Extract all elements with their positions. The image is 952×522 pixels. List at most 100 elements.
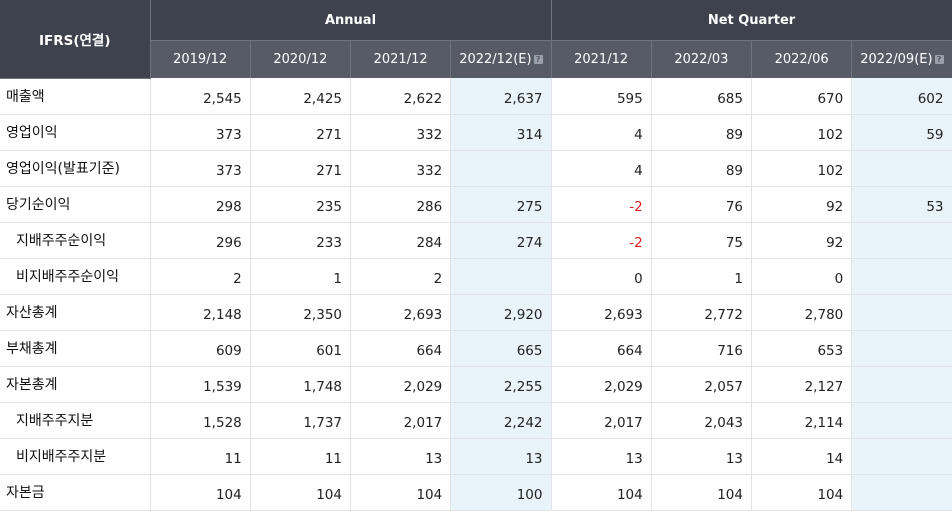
table-cell: 595 [551, 78, 652, 115]
table-cell: 14 [751, 438, 853, 475]
table-cell [851, 294, 952, 331]
table-cell: 2 [350, 258, 452, 295]
table-cell [450, 150, 552, 187]
table-cell: 104 [751, 474, 853, 511]
table-row: 자본금 104 104 104 100 104 104 104 [0, 474, 952, 511]
help-icon[interactable]: ? [533, 55, 543, 64]
table-row: 지배주주순이익 296 233 284 274 -2 75 92 [0, 222, 952, 259]
table-cell: 2,255 [450, 366, 552, 403]
table-cell: 716 [651, 330, 753, 367]
column-header-label: 2019/12 [173, 52, 228, 67]
table-cell: 373 [150, 114, 251, 151]
column-header: 2022/12(E)? [450, 40, 552, 78]
table-cell: 685 [651, 78, 753, 115]
table-cell: 2,772 [651, 294, 753, 331]
table-cell: 104 [150, 474, 251, 511]
table-cell: 2,043 [651, 402, 753, 439]
table-row: 지배주주지분 1,528 1,737 2,017 2,242 2,017 2,043 2,11… [0, 402, 952, 439]
table-cell: 59 [851, 114, 952, 151]
table-cell: 1,748 [250, 366, 352, 403]
table-cell: 104 [651, 474, 753, 511]
row-label: 비지배주주순이익 [0, 258, 151, 295]
table-cell: 2,637 [450, 78, 552, 115]
table-cell: 13 [651, 438, 753, 475]
table-cell: 271 [250, 150, 352, 187]
column-header: 2021/12 [551, 40, 652, 78]
table-cell: 89 [651, 150, 753, 187]
row-label: 당기순이익 [0, 186, 151, 223]
table-cell: 4 [551, 150, 652, 187]
table-cell: 664 [350, 330, 452, 367]
financial-summary-table: IFRS(연결) Annual Net Quarter 2019/12 2020/… [0, 0, 952, 511]
table-cell: 1,539 [150, 366, 251, 403]
table-cell [450, 258, 552, 295]
row-label: 자본총계 [0, 366, 151, 403]
table-cell [851, 258, 952, 295]
table-cell: 274 [450, 222, 552, 259]
column-header: 2022/06 [751, 40, 853, 78]
table-cell: 601 [250, 330, 352, 367]
table-row: 영업이익(발표기준) 373 271 332 4 89 102 [0, 150, 952, 187]
row-label: 자본금 [0, 474, 151, 511]
help-icon[interactable]: ? [934, 55, 944, 64]
table-cell: 298 [150, 186, 251, 223]
table-cell: 2,114 [751, 402, 853, 439]
table-cell: 2,057 [651, 366, 753, 403]
table-cell: 92 [751, 222, 853, 259]
table-cell: 602 [851, 78, 952, 115]
table-cell: 2,350 [250, 294, 352, 331]
table-cell: 2,920 [450, 294, 552, 331]
table-cell: 2,693 [350, 294, 452, 331]
row-label: 자산총계 [0, 294, 151, 331]
column-header-label: 2022/12(E) [459, 52, 532, 67]
table-row: 매출액 2,545 2,425 2,622 2,637 595 685 670 602 [0, 78, 952, 115]
table-cell: 100 [450, 474, 552, 511]
column-header-label: 2021/12 [373, 52, 428, 67]
table-cell [851, 330, 952, 367]
table-row: 부채총계 609 601 664 665 664 716 653 [0, 330, 952, 367]
table-cell: 1,528 [150, 402, 251, 439]
table-cell: 11 [150, 438, 251, 475]
column-header-label: 2020/12 [273, 52, 328, 67]
table-cell: 2,029 [350, 366, 452, 403]
column-header: 2019/12 [150, 40, 251, 78]
table-cell: 314 [450, 114, 552, 151]
table-cell: 11 [250, 438, 352, 475]
table-cell: 89 [651, 114, 753, 151]
table-cell: 102 [751, 150, 853, 187]
table-cell: 13 [551, 438, 652, 475]
table-cell: 2,622 [350, 78, 452, 115]
table-cell: 2,425 [250, 78, 352, 115]
table-cell: 102 [751, 114, 853, 151]
table-cell [851, 222, 952, 259]
table-cell: 2,127 [751, 366, 853, 403]
row-label: 영업이익(발표기준) [0, 150, 151, 187]
column-header: 2022/03 [651, 40, 753, 78]
table-cell: 1 [250, 258, 352, 295]
table-cell: -2 [551, 222, 652, 259]
table-cell [851, 150, 952, 187]
table-cell: 92 [751, 186, 853, 223]
table-cell: 2 [150, 258, 251, 295]
table-cell: 296 [150, 222, 251, 259]
table-cell: 2,029 [551, 366, 652, 403]
table-row: 자산총계 2,148 2,350 2,693 2,920 2,693 2,772 2,780 [0, 294, 952, 331]
table-cell: 609 [150, 330, 251, 367]
table-cell: 1 [651, 258, 753, 295]
column-header: 2022/09(E)? [851, 40, 952, 78]
table-cell: 235 [250, 186, 352, 223]
table-cell [851, 366, 952, 403]
table-cell: 53 [851, 186, 952, 223]
table-cell: 275 [450, 186, 552, 223]
column-header-label: 2022/03 [674, 52, 729, 67]
table-cell: 653 [751, 330, 853, 367]
table-row: 비지배주주순이익 2 1 2 0 1 0 [0, 258, 952, 295]
table-cell: 104 [350, 474, 452, 511]
table-cell: 2,148 [150, 294, 251, 331]
table-cell: 670 [751, 78, 853, 115]
table-cell: 104 [250, 474, 352, 511]
row-label: 지배주주순이익 [0, 222, 151, 259]
table-row: 영업이익 373 271 332 314 4 89 102 59 [0, 114, 952, 151]
table-cell: 2,017 [350, 402, 452, 439]
column-header-label: 2021/12 [574, 52, 629, 67]
